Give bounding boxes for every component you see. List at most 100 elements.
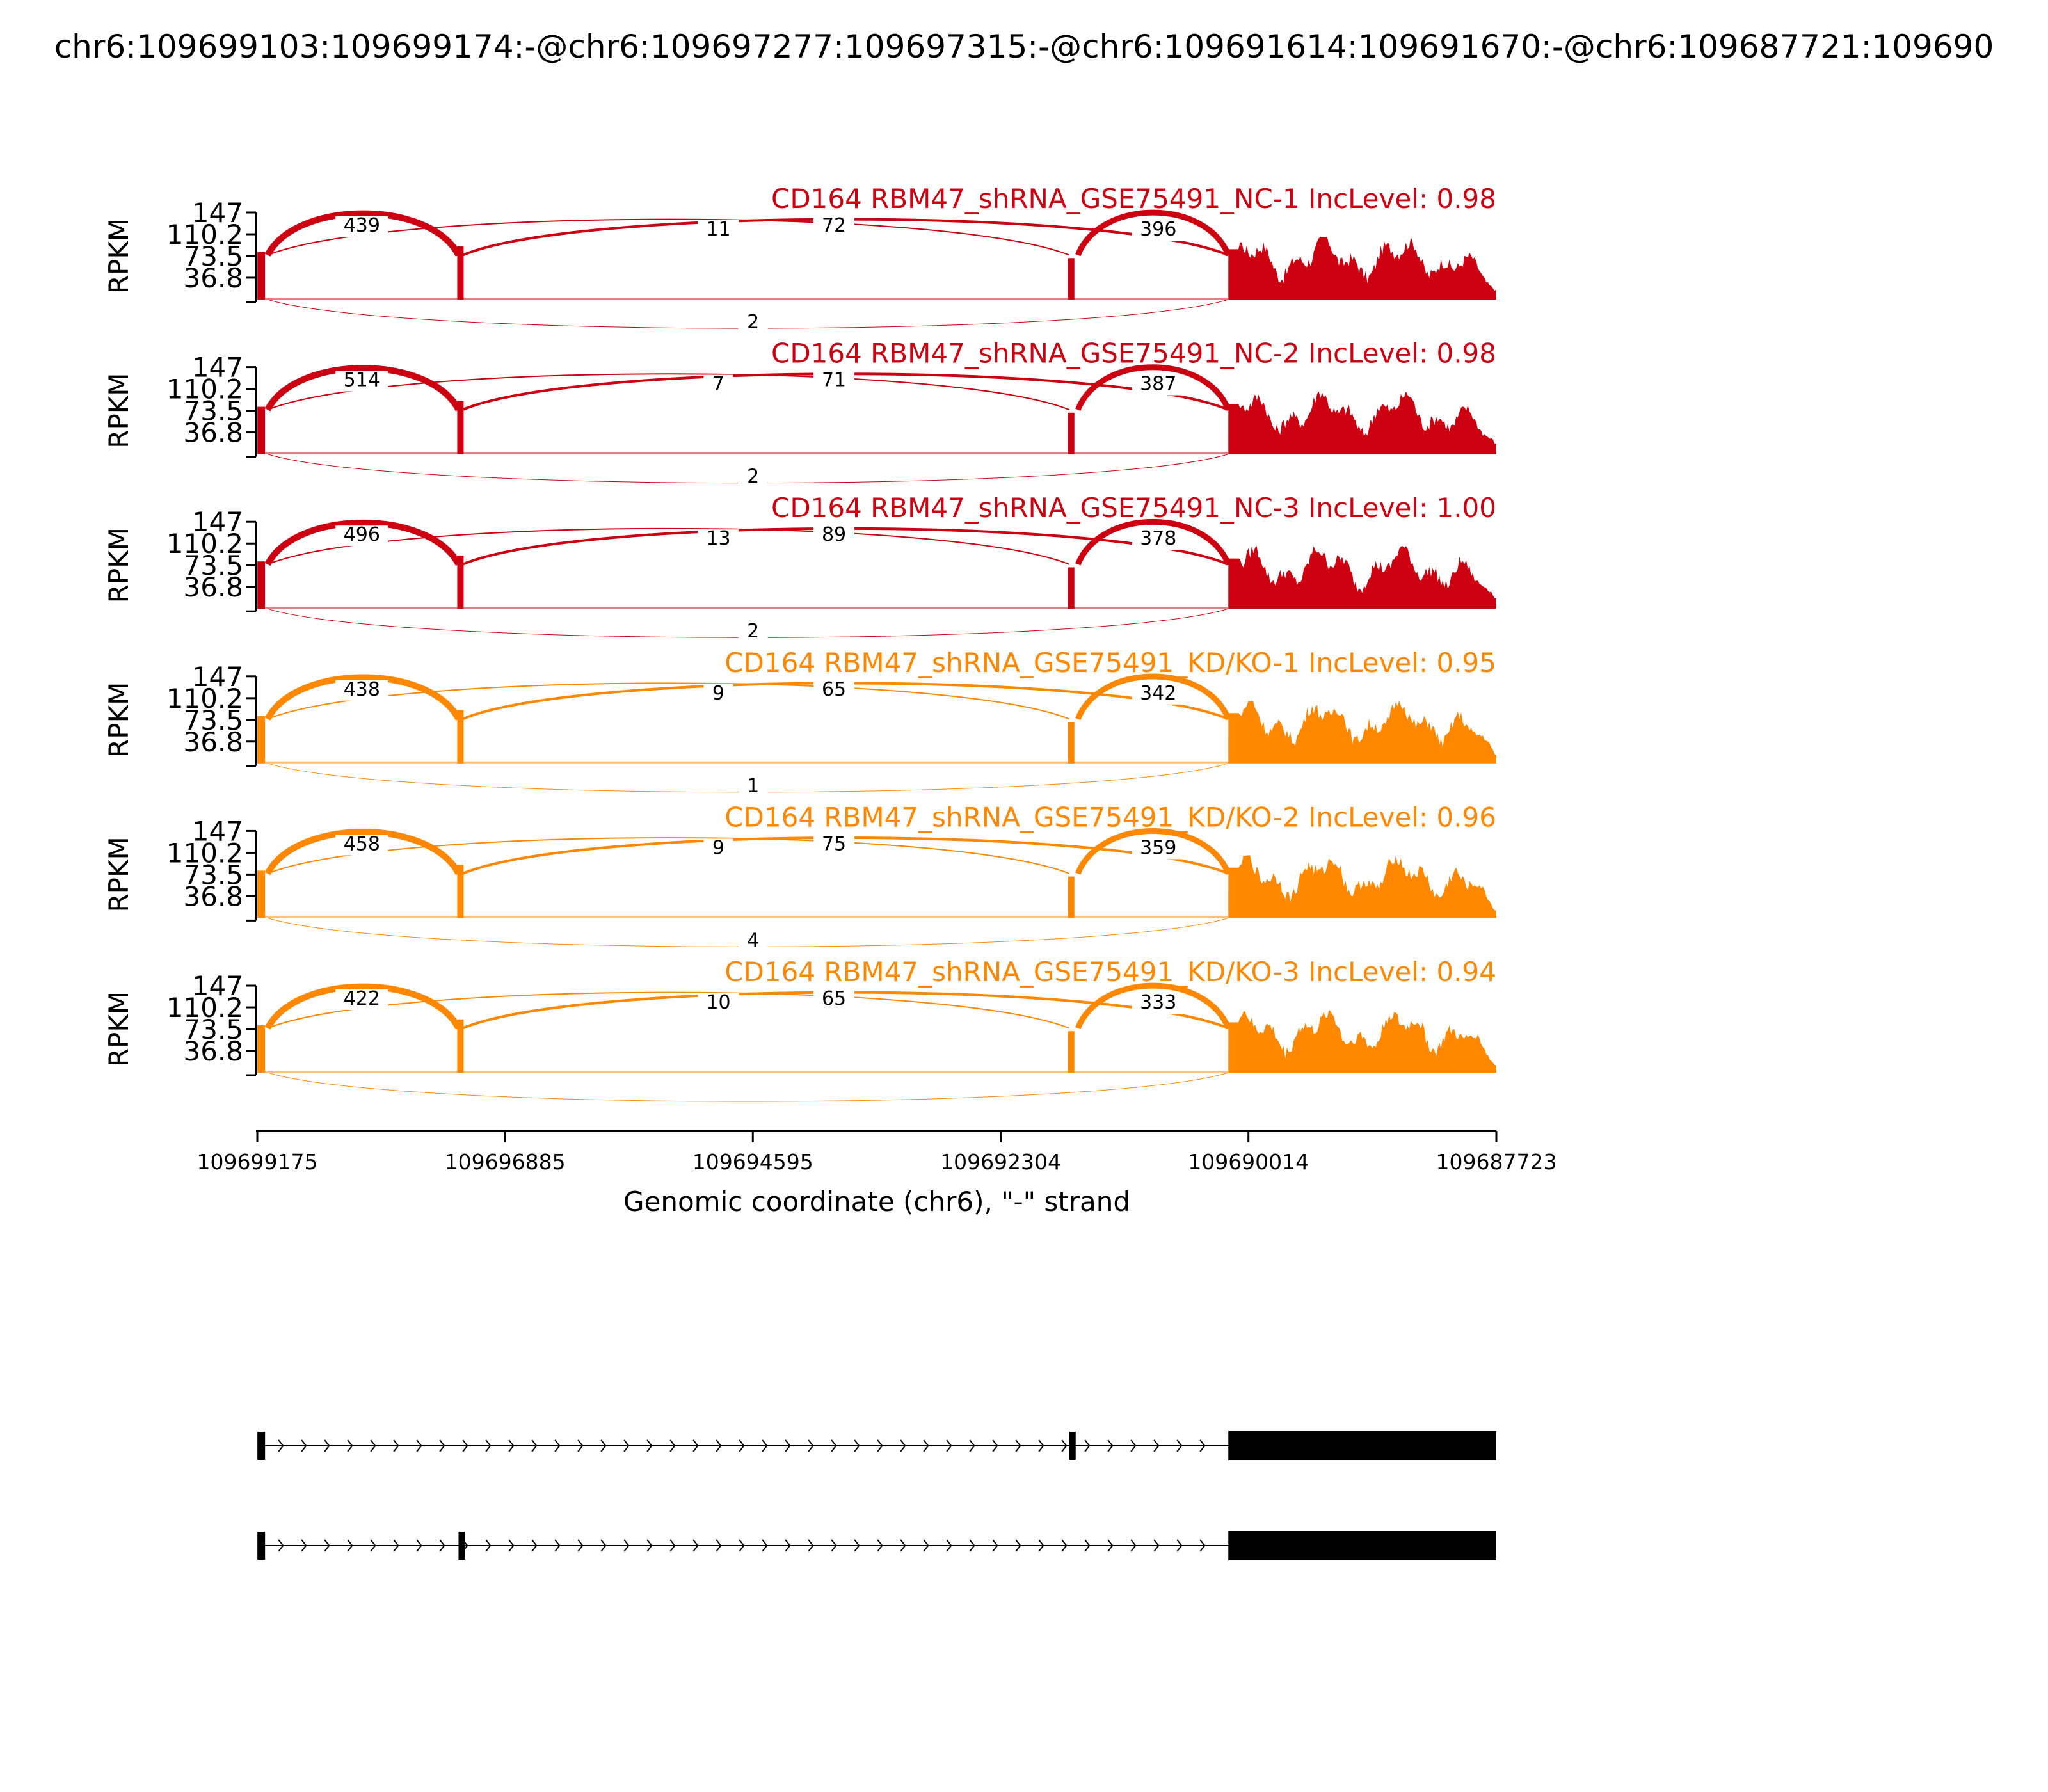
- strand-arrow-icon: [531, 1539, 538, 1552]
- junction-count-e1_e4: 2: [747, 311, 759, 333]
- exon4-coverage: [1228, 1010, 1496, 1073]
- junction-count-bg: [813, 835, 855, 856]
- strand-arrow-icon: [739, 1539, 745, 1552]
- strand-arrow-icon: [531, 1439, 538, 1452]
- junction-arc-exon3-exon4: [1075, 209, 1231, 257]
- strand-arrow-icon: [347, 1439, 353, 1452]
- exon-block: [257, 1532, 266, 1560]
- y-tick-label: 73.5: [183, 859, 243, 890]
- x-axis-label: Genomic coordinate (chr6), "-" strand: [623, 1186, 1130, 1217]
- sample-panel: 422 10 65 333 CD164 RBM47_shRNA_GSE75491_KD/…: [103, 956, 1496, 1102]
- y-tick-label: 73.5: [183, 241, 243, 272]
- sample-panel: 438 9 65 342 1 CD164 RBM47_shRNA_GSE75491_KD/…: [103, 647, 1496, 797]
- junction-count-e1_e4: 2: [747, 620, 759, 643]
- strand-arrow-icon: [1107, 1439, 1114, 1452]
- y-tick-label: 147: [192, 970, 243, 1002]
- strand-arrow-icon: [969, 1539, 975, 1552]
- strand-arrow-icon: [831, 1439, 837, 1452]
- y-tick-label: 36.8: [183, 572, 243, 603]
- sample-label: CD164 RBM47_shRNA_GSE75491_KD/KO-1 IncLe…: [724, 647, 1496, 678]
- strand-arrow-icon: [669, 1439, 676, 1452]
- junction-count-e2_e4: 72: [822, 214, 846, 237]
- junction-count-e1_e2: 514: [344, 369, 380, 392]
- strand-arrow-icon: [992, 1539, 998, 1552]
- junction-count-e3_e4: 396: [1140, 218, 1176, 241]
- y-tick-label: 73.5: [183, 1014, 243, 1045]
- junction-arc-exon1-exon2: [264, 674, 461, 721]
- sample-panel: 458 9 75 359 4 CD164 RBM47_shRNA_GSE75491_KD/…: [103, 801, 1496, 952]
- junction-count-e1_e3: 9: [712, 682, 724, 705]
- junction-arc-exon3-exon4: [1075, 828, 1231, 875]
- exon3-coverage: [1068, 412, 1075, 454]
- transcript-model: [257, 1431, 1496, 1460]
- strand-arrow-icon: [301, 1439, 307, 1452]
- strand-arrow-icon: [600, 1539, 607, 1552]
- exon-block: [458, 1532, 465, 1560]
- junction-count-e3_e4: 387: [1140, 373, 1176, 396]
- junction-count-bg: [813, 680, 855, 701]
- exon4-coverage: [1228, 855, 1496, 918]
- transcript-model: [257, 1531, 1496, 1560]
- junction-count-bg: [1132, 838, 1185, 860]
- junction-count-bg: [698, 220, 739, 241]
- strand-arrow-icon: [1084, 1539, 1091, 1552]
- exon2-coverage: [457, 246, 464, 300]
- junction-arc-exon3-exon4: [1075, 519, 1231, 566]
- junction-count-bg: [738, 931, 768, 952]
- strand-arrow-icon: [692, 1539, 699, 1552]
- exon1-coverage: [257, 252, 266, 300]
- exon-block: [1228, 1431, 1496, 1460]
- strand-arrow-icon: [439, 1439, 445, 1452]
- y-tick-label: 36.8: [183, 1036, 243, 1067]
- y-tick-label: 147: [192, 506, 243, 538]
- exon1-coverage: [257, 870, 266, 918]
- junction-count-e1_e2: 439: [344, 214, 380, 237]
- x-tick-label: 109687723: [1436, 1149, 1557, 1174]
- strand-arrow-icon: [1084, 1439, 1091, 1452]
- exon2-coverage: [457, 555, 464, 609]
- strand-arrow-icon: [854, 1539, 860, 1552]
- strand-arrow-icon: [1061, 1439, 1068, 1452]
- x-tick-label: 109690014: [1188, 1149, 1309, 1174]
- strand-arrow-icon: [946, 1539, 952, 1552]
- exon4-coverage: [1228, 237, 1496, 300]
- sample-panel: 439 11 72 396 2 CD164 RBM47_shRNA_GSE75491_NC…: [103, 183, 1496, 333]
- strand-arrow-icon: [416, 1539, 422, 1552]
- x-axis: 109699175 109696885 109694595 109692304 1096…: [197, 1130, 1557, 1174]
- exon4-coverage: [1228, 700, 1496, 764]
- y-tick-label: 73.5: [183, 396, 243, 427]
- strand-arrow-icon: [1153, 1539, 1160, 1552]
- exon3-coverage: [1068, 567, 1075, 609]
- junction-count-bg: [1132, 374, 1185, 396]
- exon4-coverage: [1228, 546, 1496, 609]
- junction-count-e1_e3: 13: [706, 527, 730, 550]
- exon1-coverage: [257, 716, 266, 764]
- strand-arrow-icon: [1130, 1439, 1137, 1452]
- strand-arrow-icon: [669, 1539, 676, 1552]
- junction-count-e3_e4: 359: [1140, 836, 1176, 859]
- junction-count-e3_e4: 342: [1140, 682, 1176, 705]
- junction-count-bg: [335, 216, 388, 237]
- strand-arrow-icon: [600, 1439, 607, 1452]
- y-tick-label: 36.8: [183, 262, 243, 294]
- exon1-coverage: [257, 1025, 266, 1073]
- strand-arrow-icon: [485, 1439, 492, 1452]
- junction-count-e1_e4: 1: [747, 775, 759, 797]
- gene-structure-track: [257, 1431, 1496, 1560]
- y-axis-label: RPKM: [103, 991, 134, 1067]
- x-tick-label: 109699175: [197, 1149, 318, 1174]
- intron-coverage: [265, 607, 1229, 609]
- sample-label: CD164 RBM47_shRNA_GSE75491_NC-3 IncLevel…: [771, 492, 1496, 524]
- exon4-coverage: [1228, 391, 1496, 454]
- y-tick-label: 36.8: [183, 881, 243, 912]
- y-tick-label: 147: [192, 815, 243, 847]
- strand-arrow-icon: [923, 1539, 929, 1552]
- junction-arc-exon1-exon2: [264, 983, 461, 1030]
- junction-arc-exon1-exon3: [267, 837, 1070, 874]
- strand-arrow-icon: [969, 1439, 975, 1452]
- junction-arc-exon3-exon4: [1075, 982, 1231, 1030]
- y-tick-label: 110.2: [166, 374, 243, 405]
- y-tick-label: 110.2: [166, 837, 243, 868]
